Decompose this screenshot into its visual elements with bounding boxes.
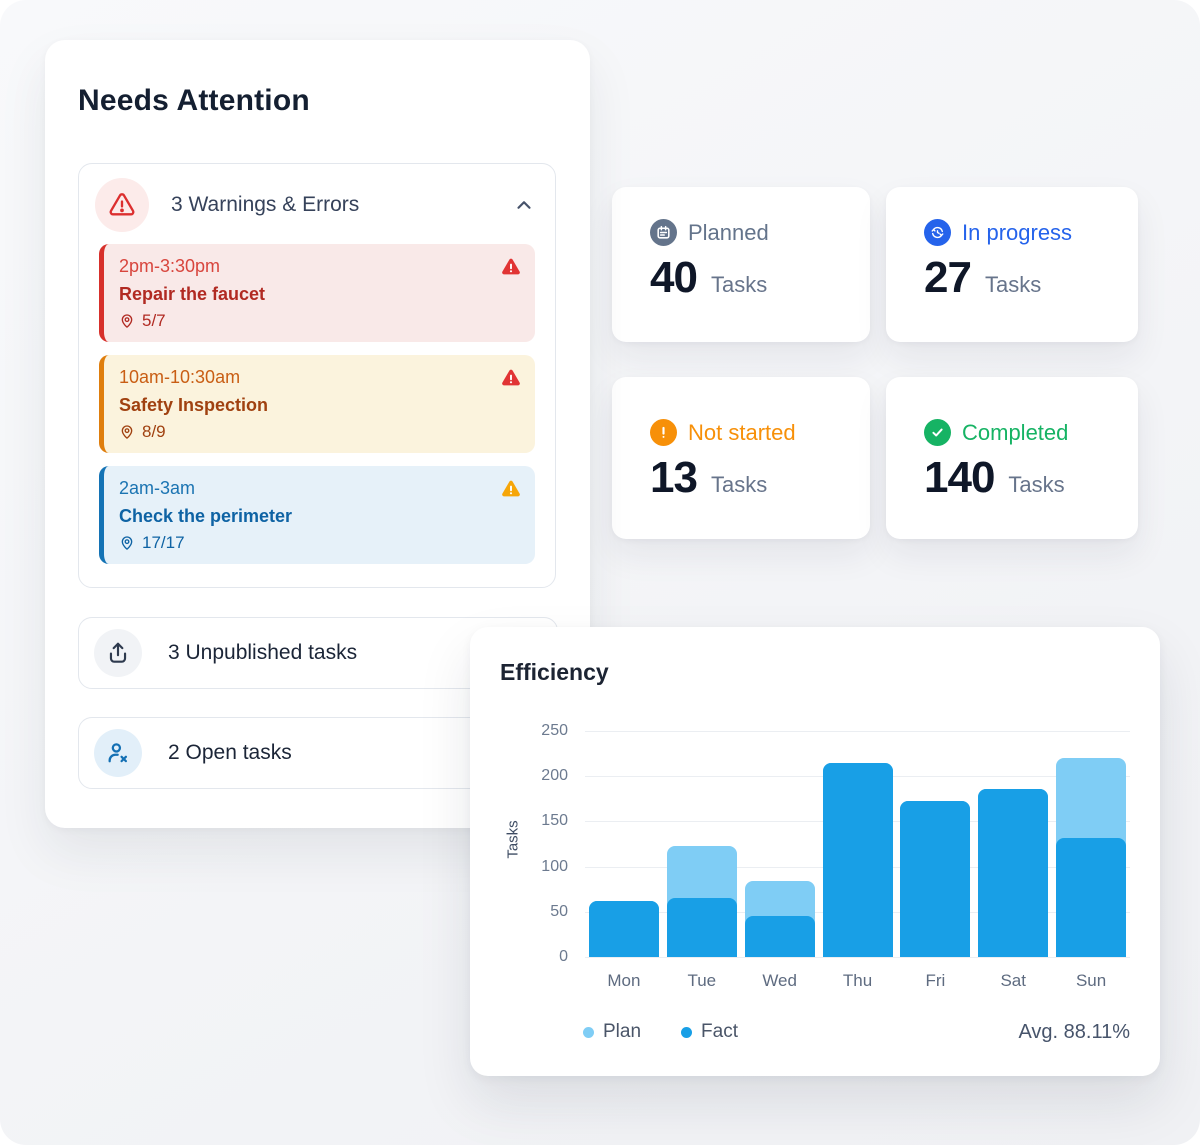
x-tick: Fri <box>925 971 946 990</box>
stat-unit: Tasks <box>984 272 1042 297</box>
bar-fact-sat[interactable] <box>978 789 1049 957</box>
bar-fact-sun[interactable] <box>1056 838 1127 957</box>
warning-item-repair-faucet[interactable]: 2pm-3:30pm Repair the faucet 5/7 <box>99 244 535 342</box>
task-progress: 5/7 <box>119 308 489 334</box>
legend-item-plan[interactable]: Plan <box>583 1021 641 1043</box>
stat-card-in-progress[interactable]: In progress 27 Tasks <box>886 187 1138 342</box>
y-axis-ticks: 250 200 150 100 50 0 <box>510 722 568 965</box>
stat-card-completed[interactable]: Completed 140 Tasks <box>886 377 1138 539</box>
stat-label: Completed <box>962 419 1069 445</box>
bar-fact-tue[interactable] <box>666 898 737 957</box>
warning-triangle-outline-icon <box>109 193 135 216</box>
stat-value: 27 <box>924 253 972 302</box>
y-tick: 50 <box>550 903 568 920</box>
x-tick: Thu <box>842 971 873 990</box>
stat-label: Planned <box>688 219 769 245</box>
error-triangle-icon <box>502 369 520 386</box>
check-circle-icon <box>924 419 951 446</box>
map-pin-icon <box>121 536 133 550</box>
efficiency-chart-card: Efficiency Tasks 250 200 150 100 50 0 Mo… <box>470 627 1160 1076</box>
task-progress: 8/9 <box>119 419 489 445</box>
x-tick: Mon <box>607 971 641 990</box>
stat-unit: Tasks <box>710 272 768 297</box>
y-tick: 0 <box>559 948 568 965</box>
user-x-icon <box>108 743 128 763</box>
warning-item-safety-inspection[interactable]: 10am-10:30am Safety Inspection 8/9 <box>99 355 535 453</box>
task-progress-value: 8/9 <box>142 422 166 441</box>
bar-fact-mon[interactable] <box>588 901 659 957</box>
legend-dot-fact <box>681 1026 693 1038</box>
map-pin-icon <box>121 314 133 328</box>
clock-refresh-icon <box>924 219 951 246</box>
stat-card-planned[interactable]: Planned 40 Tasks <box>612 187 870 342</box>
warnings-panel: 3 Warnings & Errors 2pm-3:30pm Repair th… <box>78 163 556 588</box>
task-time: 10am-10:30am <box>119 367 241 387</box>
upload-icon <box>109 642 127 663</box>
calendar-icon <box>650 219 677 246</box>
upload-icon-badge <box>94 629 142 677</box>
chart-legend: Plan Fact <box>583 1021 738 1043</box>
stat-unit: Tasks <box>1008 472 1065 497</box>
chart-title: Efficiency <box>500 659 609 685</box>
stat-value: 40 <box>650 253 698 302</box>
legend-item-fact[interactable]: Fact <box>681 1021 738 1043</box>
bar-fact-thu[interactable] <box>822 763 893 957</box>
task-title: Safety Inspection <box>119 395 269 415</box>
chart-plot <box>585 731 1130 958</box>
legend-label-plan: Plan <box>603 1021 642 1042</box>
warnings-group-title: 3 Warnings & Errors <box>171 193 360 216</box>
map-pin-icon <box>121 425 133 439</box>
x-tick: Tue <box>687 971 717 990</box>
x-tick: Sun <box>1075 971 1107 990</box>
warning-item-check-perimeter[interactable]: 2am-3am Check the perimeter 17/17 <box>99 466 535 564</box>
needs-attention-card: Needs Attention 3 Warnings & Errors 2pm-… <box>45 40 590 828</box>
stat-value: 13 <box>650 453 698 502</box>
task-title: Repair the faucet <box>119 284 266 304</box>
task-progress-value: 17/17 <box>142 533 185 552</box>
x-tick: Wed <box>762 971 797 990</box>
task-time: 2am-3am <box>119 478 196 498</box>
y-tick: 100 <box>541 858 568 875</box>
x-axis-labels: Mon Tue Wed Thu Fri Sat Sun <box>585 971 1130 991</box>
task-time: 2pm-3:30pm <box>119 256 221 276</box>
chevron-up-icon[interactable] <box>513 194 535 216</box>
task-progress-value: 5/7 <box>142 311 166 330</box>
exclamation-circle-icon <box>650 419 677 446</box>
stat-value: 140 <box>924 453 995 502</box>
user-x-icon-badge <box>94 729 142 777</box>
legend-label-fact: Fact <box>701 1021 738 1042</box>
warnings-group-header[interactable]: 3 Warnings & Errors <box>79 164 555 244</box>
y-tick: 250 <box>541 722 568 739</box>
stat-card-not-started[interactable]: Not started 13 Tasks <box>612 377 870 539</box>
y-tick: 150 <box>541 812 568 829</box>
warning-triangle-badge <box>95 178 149 232</box>
unpublished-tasks-label: 3 Unpublished tasks <box>168 641 358 664</box>
average-efficiency-label: Avg. 88.11% <box>1018 1021 1130 1043</box>
bar-fact-fri[interactable] <box>900 801 971 957</box>
bars-container <box>585 731 1130 957</box>
task-title: Check the perimeter <box>119 506 293 526</box>
needs-attention-title: Needs Attention <box>78 84 310 117</box>
warning-triangle-icon <box>502 480 520 497</box>
legend-dot-plan <box>583 1026 594 1038</box>
open-tasks-label: 2 Open tasks <box>168 741 292 764</box>
y-tick: 200 <box>541 767 568 784</box>
stat-label: Not started <box>688 419 796 445</box>
task-progress: 17/17 <box>119 530 489 556</box>
x-tick: Sat <box>1000 971 1026 990</box>
stat-label: In progress <box>962 219 1073 245</box>
stat-unit: Tasks <box>710 472 768 497</box>
error-triangle-icon <box>502 258 520 275</box>
bar-fact-wed[interactable] <box>744 916 815 957</box>
